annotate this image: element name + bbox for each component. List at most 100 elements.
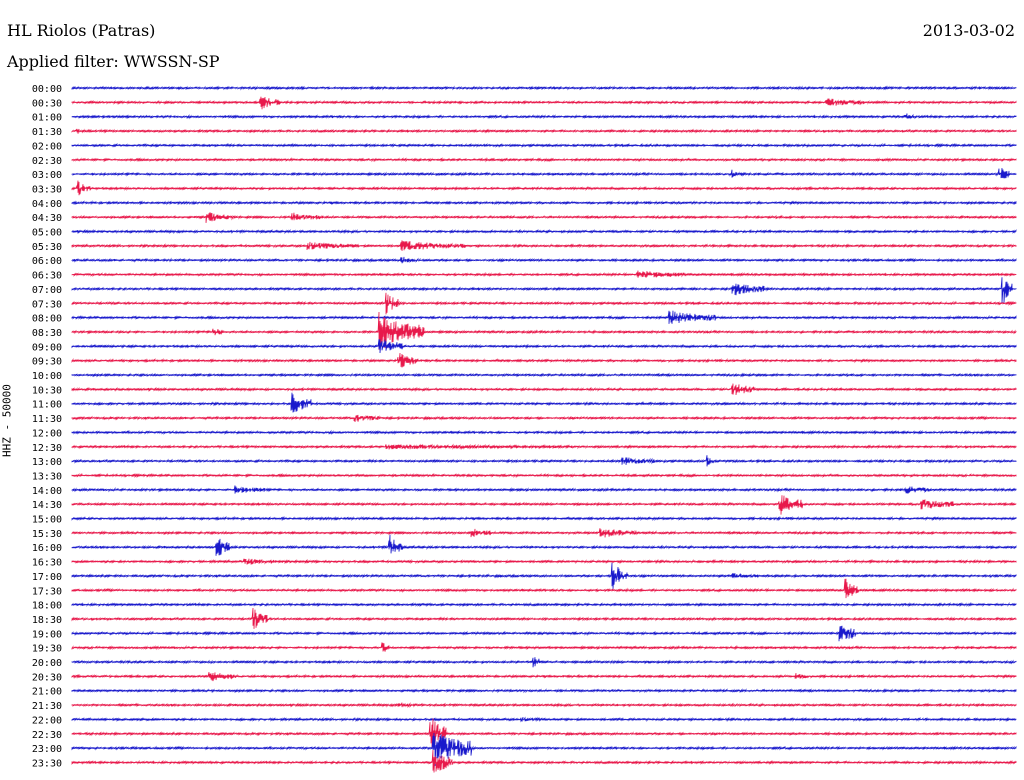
trace-line (71, 578, 1017, 599)
trace-line (71, 688, 1017, 694)
row-time-label: 13:30 (32, 471, 62, 482)
row-time-label: 08:00 (32, 314, 62, 325)
row-time-label: 02:30 (32, 156, 62, 167)
row-time-label: 07:00 (32, 285, 62, 296)
trace-line (71, 240, 1017, 251)
trace-line (71, 128, 1017, 134)
row-time-label: 07:30 (32, 299, 62, 310)
trace-line (71, 311, 1017, 350)
row-time-label: 11:30 (32, 414, 62, 425)
trace-line (71, 443, 1017, 450)
row-time-label: 03:30 (32, 184, 62, 195)
trace-group (71, 85, 1017, 773)
row-time-label: 12:00 (32, 428, 62, 439)
trace-line (71, 702, 1017, 709)
row-time-label: 00:00 (32, 84, 62, 95)
row-time-label: 02:00 (32, 141, 62, 152)
trace-line (71, 528, 1017, 538)
row-time-label: 22:30 (32, 730, 62, 741)
trace-line (71, 562, 1017, 590)
trace-line (71, 113, 1017, 120)
trace-line (71, 485, 1017, 494)
trace-line (71, 657, 1017, 668)
trace-line (71, 515, 1017, 522)
trace-line (71, 310, 1017, 324)
row-time-label: 23:00 (32, 744, 62, 755)
trace-line (71, 414, 1017, 423)
trace-line (71, 558, 1017, 565)
trace-line (71, 212, 1017, 223)
trace-line (71, 228, 1017, 235)
trace-line (71, 607, 1017, 629)
row-time-label: 17:30 (32, 586, 62, 597)
trace-line (71, 732, 1017, 767)
row-time-label: 09:00 (32, 342, 62, 353)
row-time-label: 15:30 (32, 529, 62, 540)
trace-line (71, 339, 1017, 354)
trace-line (71, 383, 1017, 396)
row-time-label: 19:00 (32, 629, 62, 640)
row-time-label: 20:30 (32, 672, 62, 683)
row-time-label: 22:00 (32, 715, 62, 726)
row-time-label: 00:30 (32, 98, 62, 109)
row-time-label: 14:00 (32, 486, 62, 497)
row-time-label: 21:30 (32, 701, 62, 712)
trace-line (71, 256, 1017, 264)
trace-line (71, 429, 1017, 436)
trace-line (71, 96, 1017, 110)
trace-line (71, 672, 1017, 682)
trace-line (71, 601, 1017, 608)
row-time-label: 03:00 (32, 170, 62, 181)
row-time-label: 17:00 (32, 572, 62, 583)
trace-line (71, 142, 1017, 148)
trace-line (71, 534, 1017, 556)
time-label-group: 00:00 00:30 01:00 01:30 02:00 02:30 03:00 03:30… (32, 84, 62, 769)
row-time-label: 04:00 (32, 199, 62, 210)
trace-line (71, 85, 1017, 91)
trace-line (71, 495, 1017, 515)
row-time-label: 06:30 (32, 271, 62, 282)
row-time-label: 04:30 (32, 213, 62, 224)
row-time-label: 10:30 (32, 385, 62, 396)
trace-line (71, 372, 1017, 378)
trace-line (71, 718, 1017, 749)
trace-line (71, 472, 1017, 479)
row-time-label: 18:00 (32, 601, 62, 612)
row-time-label: 21:00 (32, 687, 62, 698)
row-time-label: 01:00 (32, 113, 62, 124)
row-time-label: 20:00 (32, 658, 62, 669)
trace-line (71, 157, 1017, 163)
row-time-label: 05:00 (32, 228, 62, 239)
trace-line (71, 200, 1017, 206)
trace-line (71, 168, 1017, 179)
row-time-label: 15:00 (32, 515, 62, 526)
trace-line (71, 292, 1017, 315)
row-time-label: 01:30 (32, 127, 62, 138)
trace-line (71, 642, 1017, 652)
record-date: 2013-03-02 (922, 21, 1015, 40)
row-time-label: 16:00 (32, 543, 62, 554)
station-title: HL Riolos (Patras) (7, 21, 156, 40)
trace-line (71, 749, 1017, 773)
trace-line (71, 455, 1017, 467)
row-time-label: 18:30 (32, 615, 62, 626)
trace-line (71, 277, 1017, 303)
row-time-label: 10:00 (32, 371, 62, 382)
trace-line (71, 716, 1017, 723)
trace-line (71, 352, 1017, 368)
trace-line (71, 392, 1017, 413)
row-time-label: 23:30 (32, 758, 62, 769)
row-time-label: 13:00 (32, 457, 62, 468)
row-time-label: 16:30 (32, 558, 62, 569)
row-time-label: 11:00 (32, 400, 62, 411)
row-time-label: 19:30 (32, 644, 62, 655)
row-time-label: 09:30 (32, 357, 62, 368)
trace-line (71, 625, 1017, 642)
row-time-label: 14:30 (32, 500, 62, 511)
row-time-label: 08:30 (32, 328, 62, 339)
trace-line (71, 270, 1017, 278)
row-time-label: 12:30 (32, 443, 62, 454)
filter-label: Applied filter: WWSSN-SP (7, 52, 220, 71)
row-time-label: 06:00 (32, 256, 62, 267)
